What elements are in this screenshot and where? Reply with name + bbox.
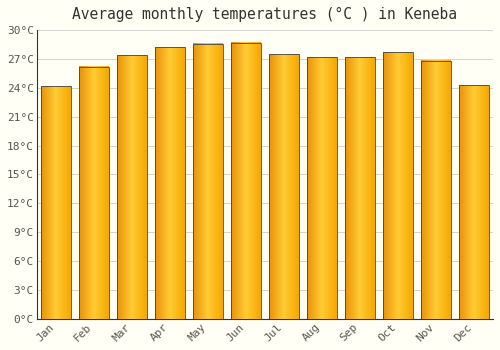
Bar (345, 57, 375, 319)
Bar (117, 55, 146, 319)
Bar (383, 52, 413, 319)
Bar (41, 86, 70, 319)
Bar (307, 57, 337, 319)
Bar (421, 61, 451, 319)
Title: Average monthly temperatures (°C ) in Keneba: Average monthly temperatures (°C ) in Ke… (72, 7, 458, 22)
Bar (155, 47, 184, 319)
Bar (79, 66, 108, 319)
Bar (231, 43, 260, 319)
Bar (193, 43, 222, 319)
Bar (269, 54, 298, 319)
Bar (459, 85, 489, 319)
